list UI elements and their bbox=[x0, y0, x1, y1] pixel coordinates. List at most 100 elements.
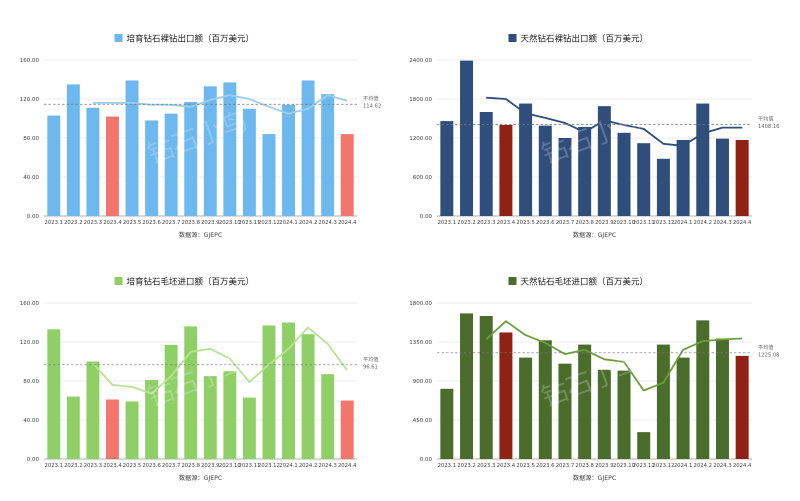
x-tick-label: 2023.10 bbox=[219, 463, 242, 469]
x-tick-label: 2023.6 bbox=[536, 220, 555, 226]
bar-2024.3 bbox=[321, 94, 335, 216]
x-tick-label: 2023.1 bbox=[45, 220, 64, 226]
y-tick-label: 0.00 bbox=[420, 457, 433, 463]
bar-2023.2 bbox=[460, 313, 474, 459]
bar-2023.12 bbox=[262, 325, 276, 459]
bar-2023.10 bbox=[617, 132, 631, 216]
bar-2023.8 bbox=[184, 101, 198, 216]
x-tick-label: 2024.3 bbox=[318, 220, 337, 226]
x-tick-label: 2023.7 bbox=[556, 463, 575, 469]
average-label: 平均值 bbox=[758, 114, 774, 122]
x-tick-label: 2024.1 bbox=[279, 463, 298, 469]
x-tick-label: 2023.7 bbox=[162, 463, 181, 469]
bar-2023.3 bbox=[86, 361, 100, 459]
bar-2023.10 bbox=[223, 82, 237, 216]
y-tick-label: 1200.00 bbox=[409, 136, 432, 142]
x-tick-label: 2023.2 bbox=[64, 220, 83, 226]
bar-2023.4 bbox=[106, 399, 119, 459]
bar-2023.6 bbox=[145, 120, 159, 216]
bar-2024.1 bbox=[282, 104, 295, 216]
x-tick-label: 2024.2 bbox=[299, 220, 318, 226]
y-tick-label: 40.00 bbox=[23, 418, 39, 424]
bar-2024.4 bbox=[340, 134, 354, 216]
bar-2023.1 bbox=[440, 388, 454, 459]
bar-2023.4 bbox=[106, 116, 119, 216]
bar-2024.3 bbox=[321, 374, 335, 459]
legend-swatch bbox=[114, 34, 123, 42]
x-tick-label: 2023.6 bbox=[142, 463, 161, 469]
y-tick-label: 0.00 bbox=[27, 214, 40, 220]
bar-2024.3 bbox=[715, 338, 729, 459]
bar-2023.5 bbox=[519, 103, 533, 216]
x-tick-label: 2024.1 bbox=[674, 463, 693, 469]
x-tick-label: 2023.6 bbox=[142, 220, 161, 226]
x-tick-label: 2023.4 bbox=[497, 463, 516, 469]
y-tick-label: 80.00 bbox=[23, 379, 39, 385]
bar-2023.6 bbox=[145, 380, 159, 459]
x-tick-label: 2023.5 bbox=[516, 463, 535, 469]
bar-2023.6 bbox=[538, 340, 552, 459]
y-tick-label: 120.00 bbox=[20, 340, 40, 346]
x-tick-label: 2023.3 bbox=[477, 220, 496, 226]
bar-2024.4 bbox=[735, 355, 749, 459]
legend-swatch bbox=[114, 277, 123, 285]
bar-2023.5 bbox=[519, 357, 533, 459]
x-tick-label: 2024.4 bbox=[338, 220, 357, 226]
x-tick-label: 2023.2 bbox=[457, 220, 476, 226]
bar-2023.12 bbox=[262, 134, 276, 216]
y-tick-label: 0.00 bbox=[420, 214, 433, 220]
y-tick-label: 450.00 bbox=[413, 418, 433, 424]
x-tick-label: 2023.11 bbox=[633, 463, 655, 469]
bar-2023.3 bbox=[479, 112, 493, 216]
y-tick-label: 0.00 bbox=[27, 457, 40, 463]
y-tick-label: 1800.00 bbox=[409, 97, 432, 103]
x-tick-label: 2023.10 bbox=[219, 220, 242, 226]
bar-2023.3 bbox=[86, 107, 100, 216]
bar-2023.9 bbox=[203, 376, 217, 459]
y-tick-label: 80.00 bbox=[23, 136, 39, 142]
bar-2023.10 bbox=[223, 371, 237, 459]
bar-2023.11 bbox=[242, 108, 256, 216]
x-tick-label: 2023.5 bbox=[123, 463, 142, 469]
y-tick-label: 160.00 bbox=[20, 301, 40, 307]
x-tick-label: 2023.12 bbox=[652, 220, 674, 226]
bar-2023.8 bbox=[578, 344, 592, 459]
average-label: 平均值 bbox=[758, 343, 774, 351]
bar-2023.11 bbox=[637, 432, 651, 459]
x-tick-label: 2023.8 bbox=[181, 220, 200, 226]
y-tick-label: 900.00 bbox=[413, 379, 433, 385]
trend-line bbox=[486, 96, 743, 147]
x-tick-label: 2023.5 bbox=[123, 220, 142, 226]
bar-2023.2 bbox=[460, 60, 474, 217]
x-tick-label: 2023.12 bbox=[258, 220, 280, 226]
bar-2023.9 bbox=[597, 369, 611, 459]
x-tick-label: 2023.1 bbox=[438, 463, 457, 469]
x-tick-label: 2023.7 bbox=[556, 220, 575, 226]
x-tick-label: 2024.3 bbox=[713, 220, 732, 226]
y-tick-label: 120.00 bbox=[20, 97, 40, 103]
bar-2023.6 bbox=[538, 125, 552, 216]
x-tick-label: 2023.2 bbox=[457, 463, 476, 469]
x-tick-label: 2023.5 bbox=[516, 220, 535, 226]
x-tick-label: 2024.2 bbox=[299, 463, 318, 469]
legend-swatch bbox=[508, 277, 517, 285]
bar-2023.11 bbox=[637, 143, 651, 216]
x-tick-label: 2023.3 bbox=[84, 220, 103, 226]
x-tick-label: 2023.11 bbox=[238, 220, 260, 226]
average-value: 96.61 bbox=[363, 364, 378, 370]
chart-panel-3: 培育钻石毛坯进口额（百万美元） 0.00 40.00 80.00 120.00 160.0… bbox=[20, 277, 379, 483]
bar-2023.9 bbox=[597, 106, 611, 216]
average-value: 1408.16 bbox=[758, 124, 779, 130]
x-tick-label: 2023.9 bbox=[595, 220, 614, 226]
bar-2024.4 bbox=[735, 139, 749, 216]
average-value: 1225.08 bbox=[758, 352, 779, 358]
bar-2023.9 bbox=[203, 86, 217, 216]
x-tick-label: 2024.1 bbox=[674, 220, 693, 226]
trend-line bbox=[92, 94, 348, 115]
bar-2024.2 bbox=[696, 320, 710, 459]
bar-2023.5 bbox=[125, 80, 139, 216]
chart-panel-4: 天然钻石毛坯进口额（百万美元） 0.00 450.00 900.00 1350.00 18… bbox=[409, 277, 779, 483]
x-tick-label: 2023.8 bbox=[575, 220, 594, 226]
x-tick-label: 2023.11 bbox=[633, 220, 655, 226]
x-tick-label: 2023.11 bbox=[238, 463, 260, 469]
